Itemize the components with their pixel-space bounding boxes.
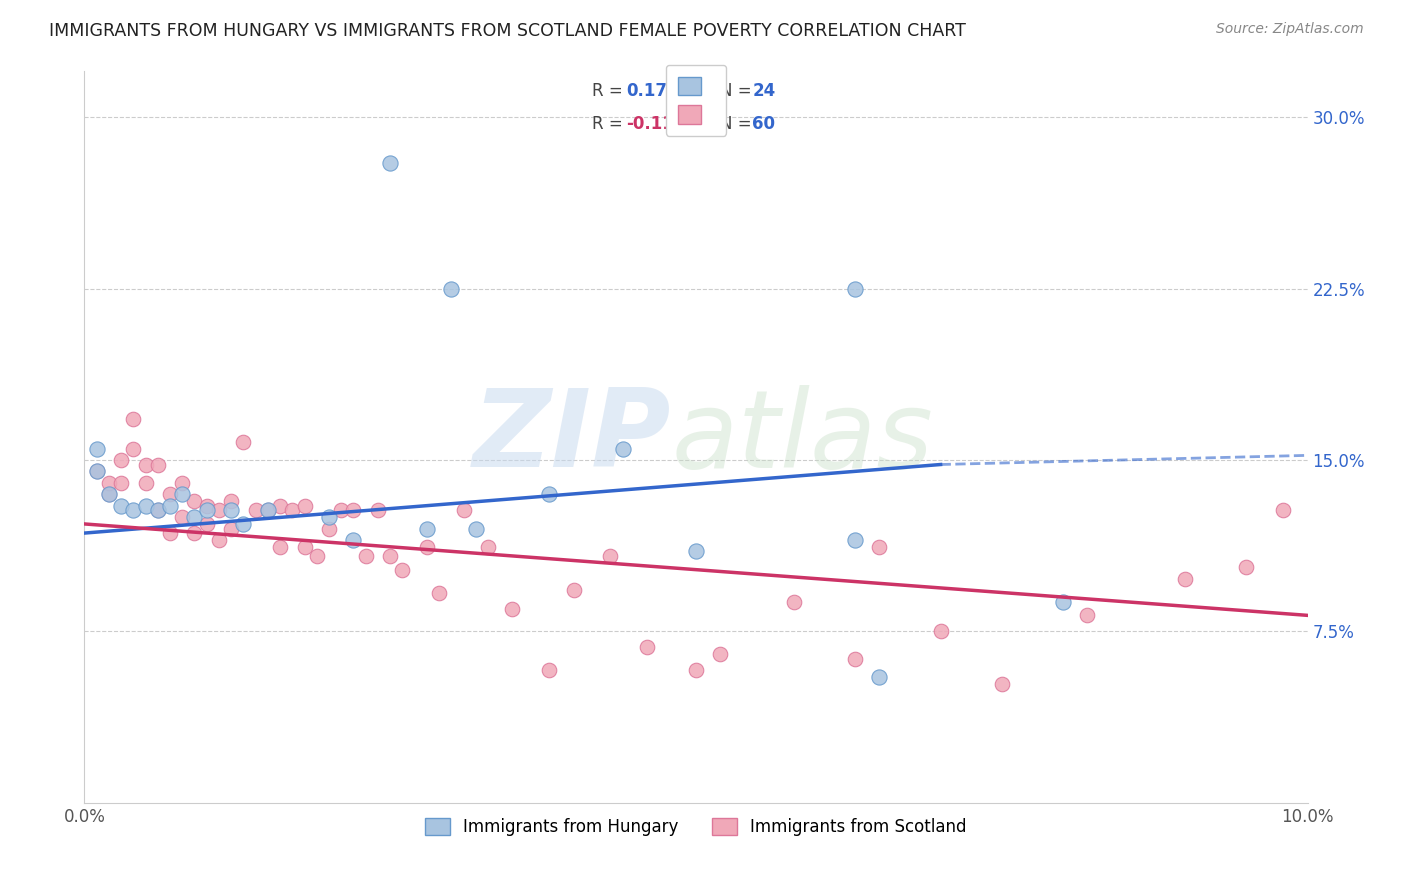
Point bbox=[159, 499, 181, 513]
Text: atlas: atlas bbox=[672, 384, 934, 490]
Point bbox=[844, 281, 866, 295]
Text: N =: N = bbox=[720, 115, 758, 133]
Point bbox=[245, 503, 267, 517]
Point bbox=[281, 503, 304, 517]
Point bbox=[208, 533, 231, 547]
Text: R =: R = bbox=[592, 115, 628, 133]
Point bbox=[453, 503, 475, 517]
Point bbox=[685, 544, 707, 558]
Point bbox=[183, 526, 205, 541]
Point bbox=[538, 487, 561, 501]
Text: Source: ZipAtlas.com: Source: ZipAtlas.com bbox=[1216, 22, 1364, 37]
Point bbox=[257, 503, 280, 517]
Point bbox=[159, 487, 181, 501]
Point bbox=[97, 487, 120, 501]
Point bbox=[380, 155, 402, 169]
Point bbox=[146, 458, 169, 472]
Point bbox=[146, 503, 169, 517]
Point bbox=[562, 583, 585, 598]
Point bbox=[172, 510, 194, 524]
Point bbox=[122, 412, 145, 426]
Point bbox=[269, 540, 291, 554]
Text: N =: N = bbox=[720, 82, 758, 100]
Point bbox=[305, 549, 328, 563]
Point bbox=[195, 516, 218, 531]
Point bbox=[97, 487, 120, 501]
Point bbox=[257, 503, 280, 517]
Point bbox=[110, 453, 132, 467]
Point bbox=[538, 663, 561, 677]
Point bbox=[172, 475, 194, 490]
Text: IMMIGRANTS FROM HUNGARY VS IMMIGRANTS FROM SCOTLAND FEMALE POVERTY CORRELATION C: IMMIGRANTS FROM HUNGARY VS IMMIGRANTS FR… bbox=[49, 22, 966, 40]
Point bbox=[135, 475, 157, 490]
Point bbox=[122, 503, 145, 517]
Point bbox=[367, 503, 389, 517]
Point bbox=[1272, 503, 1295, 517]
Point bbox=[294, 540, 316, 554]
Point bbox=[232, 434, 254, 449]
Point bbox=[86, 442, 108, 456]
Text: ZIP: ZIP bbox=[474, 384, 672, 490]
Point bbox=[97, 475, 120, 490]
Point bbox=[208, 503, 231, 517]
Point bbox=[391, 563, 413, 577]
Point bbox=[294, 499, 316, 513]
Point bbox=[172, 487, 194, 501]
Text: -0.111: -0.111 bbox=[626, 115, 686, 133]
Point bbox=[685, 663, 707, 677]
Point bbox=[195, 499, 218, 513]
Point bbox=[195, 503, 218, 517]
Point bbox=[464, 521, 486, 535]
Point bbox=[427, 585, 450, 599]
Point bbox=[869, 670, 891, 684]
Point bbox=[416, 540, 439, 554]
Point bbox=[86, 464, 108, 478]
Point bbox=[110, 475, 132, 490]
Point bbox=[342, 503, 364, 517]
Point bbox=[159, 526, 181, 541]
Point bbox=[612, 442, 634, 456]
Point bbox=[219, 494, 242, 508]
Point bbox=[330, 503, 353, 517]
Point bbox=[1236, 560, 1258, 574]
Text: 60: 60 bbox=[752, 115, 775, 133]
Point bbox=[1174, 572, 1197, 586]
Point bbox=[416, 521, 439, 535]
Point bbox=[477, 540, 499, 554]
Point bbox=[1076, 608, 1098, 623]
Point bbox=[342, 533, 364, 547]
Point bbox=[232, 516, 254, 531]
Point bbox=[380, 549, 402, 563]
Point bbox=[929, 624, 952, 639]
Point bbox=[844, 652, 866, 666]
Point bbox=[783, 595, 806, 609]
Point bbox=[110, 499, 132, 513]
Point bbox=[135, 499, 157, 513]
Point bbox=[183, 494, 205, 508]
Point bbox=[869, 540, 891, 554]
Text: R =: R = bbox=[592, 82, 628, 100]
Point bbox=[219, 503, 242, 517]
Point bbox=[183, 510, 205, 524]
Point bbox=[269, 499, 291, 513]
Text: 24: 24 bbox=[752, 82, 776, 100]
Point bbox=[122, 442, 145, 456]
Point bbox=[318, 510, 340, 524]
Point bbox=[599, 549, 621, 563]
Point bbox=[636, 640, 658, 655]
Point bbox=[354, 549, 377, 563]
Point bbox=[991, 677, 1014, 691]
Point bbox=[86, 464, 108, 478]
Legend: Immigrants from Hungary, Immigrants from Scotland: Immigrants from Hungary, Immigrants from… bbox=[415, 807, 977, 846]
Point bbox=[709, 647, 731, 661]
Point bbox=[318, 521, 340, 535]
Point bbox=[219, 521, 242, 535]
Point bbox=[844, 533, 866, 547]
Text: 0.179: 0.179 bbox=[626, 82, 679, 100]
Point bbox=[440, 281, 463, 295]
Point bbox=[1052, 595, 1074, 609]
Point bbox=[146, 503, 169, 517]
Point bbox=[502, 601, 524, 615]
Point bbox=[135, 458, 157, 472]
